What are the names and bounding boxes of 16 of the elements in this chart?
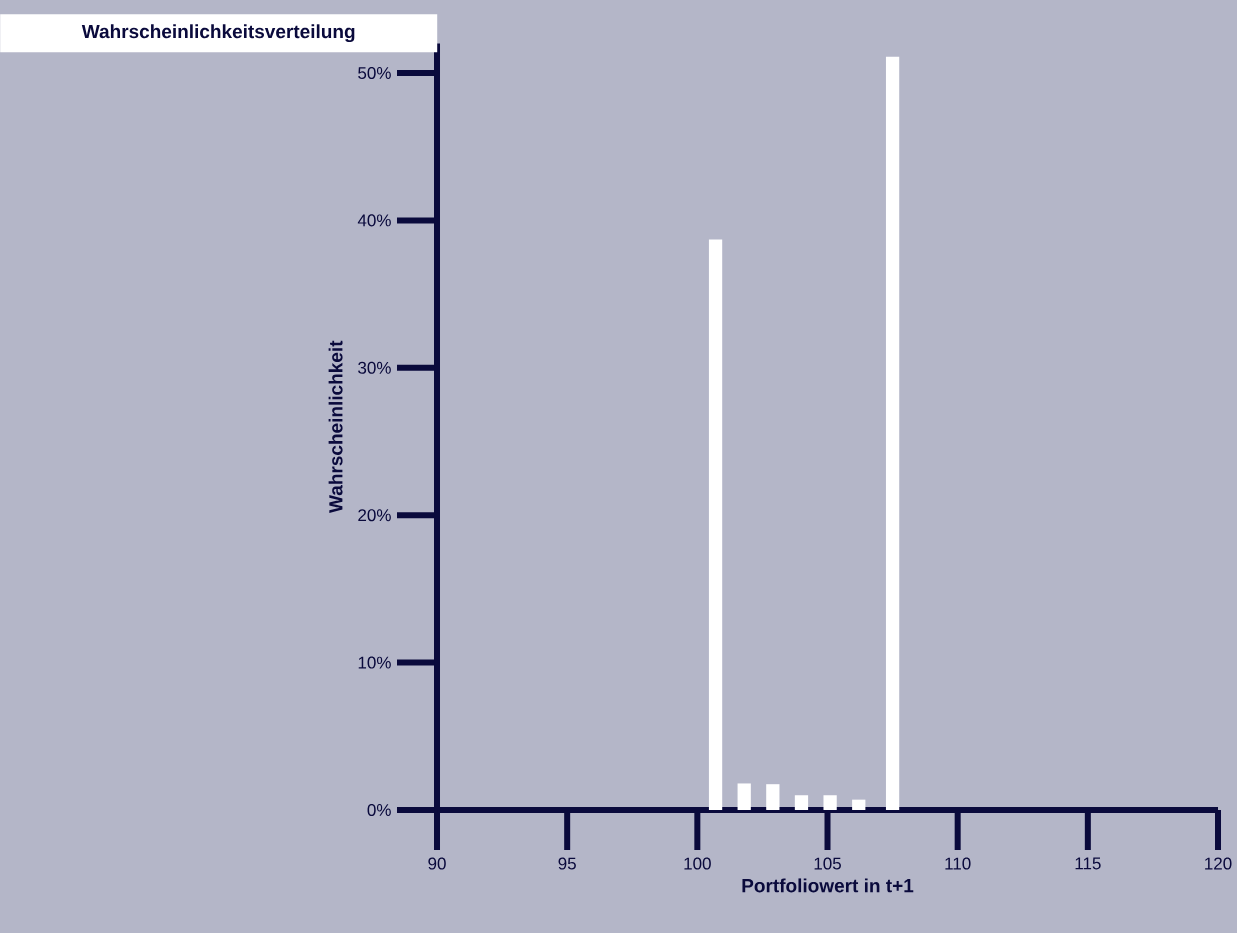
y-tick-label: 0%	[367, 803, 391, 817]
text: Wahrscheinlichkeitsverteilung	[81, 24, 355, 43]
x-tick-label: 120	[1205, 857, 1232, 870]
y-tick-label: 30%	[358, 361, 391, 374]
y-axis-title: Wahrscheinlichkeit	[328, 340, 343, 513]
y-tick-label: 10%	[358, 656, 391, 669]
x-tick-label: 115	[1075, 857, 1101, 870]
y-tick-label: 20%	[358, 509, 391, 522]
x-tick-label: 110	[945, 857, 971, 870]
x-tick-label: 100	[684, 857, 711, 870]
x-axis-title: Portfoliowert in t+1	[742, 878, 914, 893]
x-tick-label: 90	[428, 857, 446, 870]
x-tick-label: 105	[814, 857, 841, 870]
y-tick-label: 50%	[358, 66, 391, 80]
y-tick-label: 40%	[357, 214, 391, 227]
x-tick-label: 95	[558, 857, 576, 870]
